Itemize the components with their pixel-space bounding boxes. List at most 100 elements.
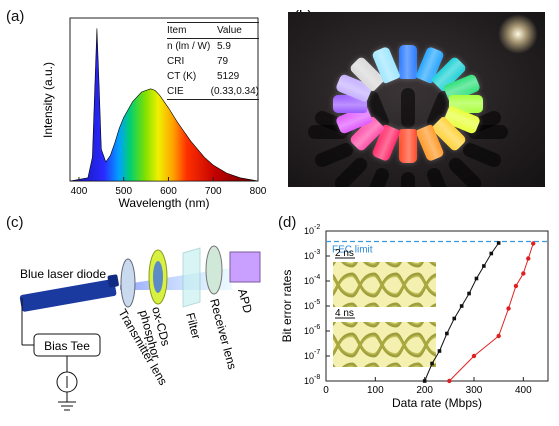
ber-y-tick-label: 10 (304, 251, 314, 261)
ber-y-tick-exponent: -2 (314, 224, 320, 231)
ber-x-tick-label: 0 (323, 385, 329, 396)
ber-y-tick-exponent: -5 (314, 299, 320, 306)
table-row: CRI 79 (167, 54, 259, 69)
ber-x-tick-label: 400 (515, 385, 532, 396)
row-value: 5.9 (217, 41, 231, 52)
ber-point (496, 241, 501, 245)
transmitter-lens (120, 258, 136, 308)
ber-y-tick-label: 10 (304, 351, 314, 361)
spectrum-tick-label: 800 (250, 186, 267, 197)
spectrum-tick-label: 400 (71, 186, 88, 197)
spectrum-tick-label: 700 (205, 186, 222, 197)
ber-point (471, 353, 477, 359)
panel-a-label: (a) (6, 8, 25, 25)
bias-tee-label: Bias Tee (44, 339, 90, 353)
laser-label: Blue laser diode (20, 267, 106, 281)
setup-diagram: Blue laser diode Bias Tee Transmitter le… (19, 245, 261, 411)
row-key: n (lm / W) (167, 41, 211, 52)
table-row: n (lm / W) 5.9 (167, 39, 259, 54)
row-key: CIE (167, 86, 184, 97)
receiver-lens (205, 245, 223, 295)
ber-point (474, 276, 479, 281)
ber-y-tick-label: 10 (304, 376, 314, 386)
cap-shadow (460, 140, 504, 169)
row-value: (0.33,0.34) (210, 86, 259, 97)
ber-y-tick-label: 10 (304, 326, 314, 336)
panel-d-label: (d) (278, 214, 297, 231)
table-row: CT (K) 5129 (167, 69, 259, 84)
eye-diagram-2ns (333, 262, 436, 307)
cap-shadow (424, 166, 453, 187)
eye-diagram-4ns (333, 322, 436, 367)
ber-point (521, 271, 526, 276)
light-beam (120, 268, 232, 290)
apd-label: APD (235, 287, 255, 315)
ber-x-tick-label: 300 (466, 385, 483, 396)
ber-y-tick-exponent: -7 (314, 349, 320, 356)
spectrum-area (69, 28, 259, 182)
panel-c-label: (c) (6, 214, 24, 231)
inset-label-2ns: 2 ns (335, 248, 354, 259)
apd-box (229, 251, 261, 283)
led-parameter-table: Item Value n (lm / W) 5.9 CRI 79 CT (K) 512… (167, 22, 259, 100)
color-cap (399, 45, 417, 80)
spectrum-tick-label: 600 (160, 186, 177, 197)
header-value: Value (217, 25, 242, 36)
ber-y-tick-label: 10 (304, 301, 314, 311)
ber-y-tick-label: 10 (304, 276, 314, 286)
light-source-glow (498, 14, 538, 54)
row-value: 79 (217, 56, 229, 67)
ber-point (513, 283, 519, 289)
spectrum-x-label: Wavelength (nm) (119, 196, 210, 210)
ber-y-tick-exponent: -4 (314, 274, 320, 281)
ber-series-line (448, 243, 534, 382)
ber-x-tick-label: 200 (416, 385, 433, 396)
ber-point (452, 316, 457, 321)
ber-point (430, 361, 434, 366)
ber-point (526, 256, 531, 261)
header-item: Item (167, 25, 187, 36)
ber-x-tick-label: 100 (367, 385, 384, 396)
ber-point (422, 379, 427, 383)
ber-point (447, 378, 452, 384)
receiver-label: Receiver lens (207, 297, 239, 371)
ber-point (437, 349, 442, 353)
ber-y-tick-label: 10 (304, 226, 314, 236)
cap-shadow (401, 88, 415, 129)
filter (182, 247, 201, 308)
row-key: CRI (167, 56, 185, 67)
ber-point (467, 291, 471, 296)
row-key: CT (K) (167, 71, 197, 82)
ber-y-tick-exponent: -8 (314, 374, 320, 381)
ber-y-label: Bit error rates (280, 270, 294, 343)
inset-label-4ns: 4 ns (335, 308, 354, 319)
phosphor-spot (153, 261, 163, 293)
ber-point (459, 304, 464, 308)
ber-y-tick-exponent: -3 (314, 249, 320, 256)
color-cap (399, 128, 417, 163)
spectrum-x-ticks: 400 500 600 700 800 (71, 177, 267, 197)
ber-point (496, 333, 501, 339)
ber-series (422, 241, 536, 384)
ber-point (531, 241, 536, 246)
laser-body (19, 279, 117, 312)
ber-point (489, 251, 494, 256)
row-value: 5129 (217, 71, 240, 82)
cap-shadow (363, 166, 392, 187)
ber-point (445, 331, 449, 336)
filter-label: Filter (183, 311, 203, 340)
laser-tip (107, 274, 119, 288)
led-caps-photo (288, 12, 545, 187)
ber-x-label: Data rate (Mbps) (392, 396, 482, 410)
ber-point (506, 306, 511, 311)
ber-point (482, 264, 486, 268)
fec-label: FEC limit (332, 245, 373, 256)
table-header: Item Value (167, 22, 259, 39)
spectrum-tick-label: 500 (115, 186, 132, 197)
table-row: CIE (0.33,0.34) (167, 84, 259, 100)
cap-shadow (401, 171, 415, 187)
spectrum-y-label: Intensity (a.u.) (41, 62, 55, 138)
